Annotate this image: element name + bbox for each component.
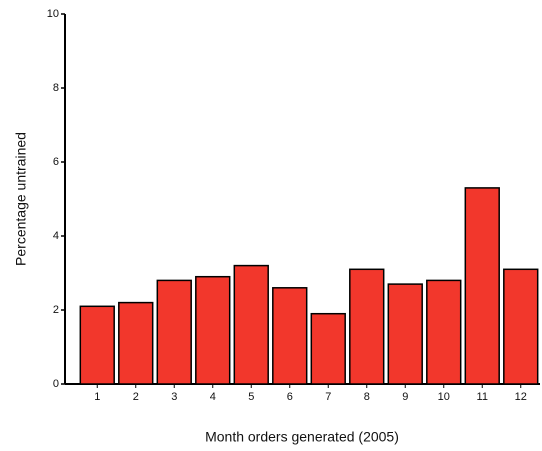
y-axis-label: Percentage untrained bbox=[13, 132, 29, 266]
x-tick-label: 4 bbox=[210, 391, 216, 403]
x-tick-label: 12 bbox=[515, 391, 527, 403]
bar bbox=[156, 279, 192, 385]
y-tick-label: 6 bbox=[53, 156, 59, 168]
x-tick-label: 6 bbox=[287, 391, 293, 403]
bar bbox=[310, 312, 346, 385]
x-tick-label: 1 bbox=[94, 391, 100, 403]
y-tick-label: 4 bbox=[53, 230, 59, 242]
y-tick-label: 10 bbox=[47, 8, 59, 20]
bar bbox=[79, 305, 115, 385]
x-tick-label: 10 bbox=[438, 391, 450, 403]
bar bbox=[387, 283, 423, 385]
bar bbox=[426, 279, 462, 385]
x-tick-label: 11 bbox=[477, 391, 488, 403]
y-tick-label: 0 bbox=[53, 378, 59, 390]
bar bbox=[195, 275, 231, 385]
x-tick-label: 2 bbox=[133, 391, 139, 403]
y-tick-label: 8 bbox=[53, 82, 59, 94]
x-axis-label: Month orders generated (2005) bbox=[205, 429, 399, 445]
bar bbox=[349, 268, 385, 385]
bar bbox=[233, 264, 269, 385]
bar bbox=[118, 301, 154, 385]
bar bbox=[503, 268, 539, 385]
bar bbox=[272, 287, 308, 385]
x-tick-label: 8 bbox=[364, 391, 370, 403]
x-tick-label: 5 bbox=[248, 391, 254, 403]
bar bbox=[464, 187, 500, 385]
x-tick-label: 9 bbox=[402, 391, 408, 403]
y-tick-label: 2 bbox=[53, 304, 59, 316]
x-tick-label: 3 bbox=[171, 391, 177, 403]
x-tick-label: 7 bbox=[325, 391, 331, 403]
